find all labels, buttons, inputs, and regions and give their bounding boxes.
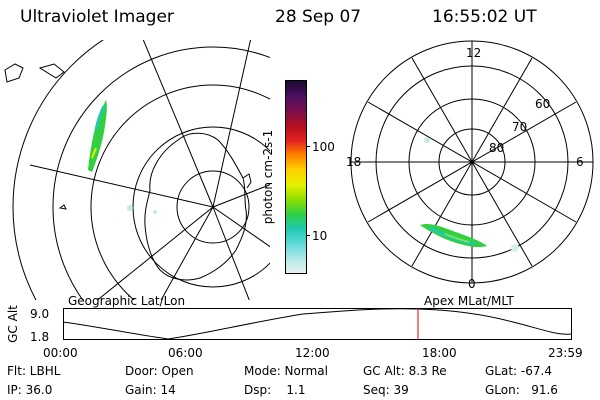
geo-meridian bbox=[96, 206, 214, 300]
coast-detail bbox=[242, 173, 252, 189]
colorbar-tick-mark bbox=[306, 146, 310, 147]
info-mode: Mode: Normal bbox=[244, 364, 328, 378]
polar-mlat-mlt-panel bbox=[350, 40, 594, 284]
timeline-xtick-1200: 12:00 bbox=[295, 346, 330, 360]
mlt-label-0: 0 bbox=[468, 277, 476, 291]
info-dsp: Dsp: 1.1 bbox=[244, 383, 306, 397]
geo-meridian bbox=[212, 206, 250, 300]
mlat-label-60: 60 bbox=[535, 97, 551, 111]
timeline-ytick-1-8: 1.8 bbox=[30, 330, 50, 344]
geo-lat-circle bbox=[176, 170, 250, 244]
geo-meridian bbox=[160, 206, 214, 300]
geo-lat-circle bbox=[90, 84, 270, 300]
geo-meridian bbox=[212, 206, 270, 248]
mlat-label-70: 70 bbox=[512, 120, 528, 134]
geo-meridian bbox=[212, 184, 270, 208]
faint-emission bbox=[127, 205, 133, 211]
geo-lat-circle bbox=[52, 46, 270, 300]
faint-emission bbox=[424, 137, 430, 143]
timeline-ylabel: GC Alt bbox=[5, 305, 20, 343]
geo-lat-circle bbox=[132, 126, 270, 288]
mlt-label-12: 12 bbox=[466, 46, 482, 60]
colorbar bbox=[285, 80, 307, 274]
timeline-ytick-9: 9.0 bbox=[30, 307, 50, 321]
geo-meridian bbox=[142, 40, 214, 208]
mlat-label-80: 80 bbox=[489, 141, 505, 155]
timeline-xtick-1800: 18:00 bbox=[422, 346, 457, 360]
polar-meridian bbox=[367, 101, 577, 223]
polar-panel-label: Apex MLat/MLT bbox=[424, 294, 514, 308]
mlt-label-18: 18 bbox=[346, 155, 362, 169]
gc-altitude-curve bbox=[63, 308, 572, 340]
aurora-peak-geo bbox=[91, 147, 97, 159]
land-fragment bbox=[38, 63, 65, 79]
colorbar-tick-10: 10 bbox=[312, 229, 328, 243]
colorbar-gradient bbox=[286, 81, 306, 273]
faint-emission bbox=[153, 210, 157, 214]
colorbar-tick-100: 100 bbox=[312, 140, 335, 154]
timeline-xtick-0000: 00:00 bbox=[43, 346, 78, 360]
geographic-image-panel bbox=[4, 40, 270, 300]
header-time: 16:55:02 UT bbox=[432, 7, 537, 27]
colorbar-tick-mark bbox=[306, 235, 310, 236]
geo-meridian bbox=[212, 40, 252, 208]
gc-altitude-timeline bbox=[63, 308, 572, 340]
timeline-xtick-2359: 23:59 bbox=[548, 346, 583, 360]
info-ip: IP: 36.0 bbox=[7, 383, 53, 397]
aurora-peak-polar bbox=[444, 233, 470, 243]
antarctica-coastline bbox=[144, 132, 247, 281]
info-gc-alt: GC Alt: 8.3 Re bbox=[363, 364, 447, 378]
header-date: 28 Sep 07 bbox=[275, 7, 362, 27]
geo-panel-label: Geographic Lat/Lon bbox=[68, 294, 186, 308]
info-door: Door: Open bbox=[125, 364, 194, 378]
mlt-label-6: 6 bbox=[576, 155, 584, 169]
colorbar-label: photon cm-2s-1 bbox=[261, 129, 275, 225]
timeline-xtick-0600: 06:00 bbox=[168, 346, 203, 360]
land-fragment bbox=[58, 204, 67, 210]
info-seq: Seq: 39 bbox=[363, 383, 409, 397]
info-gain: Gain: 14 bbox=[125, 383, 176, 397]
info-filter: Flt: LBHL bbox=[7, 364, 61, 378]
timeline-frame bbox=[63, 308, 572, 340]
aurora-emission-geo bbox=[88, 100, 107, 172]
aurora-core-geo bbox=[94, 105, 106, 131]
info-glon: GLon: 91.6 bbox=[485, 383, 558, 397]
faint-emission bbox=[511, 244, 519, 252]
geo-lat-circle bbox=[12, 40, 104, 300]
land-fragment bbox=[4, 63, 24, 83]
app-title: Ultraviolet Imager bbox=[20, 7, 174, 27]
geo-meridian bbox=[29, 164, 214, 208]
info-glat: GLat: -67.4 bbox=[485, 364, 552, 378]
